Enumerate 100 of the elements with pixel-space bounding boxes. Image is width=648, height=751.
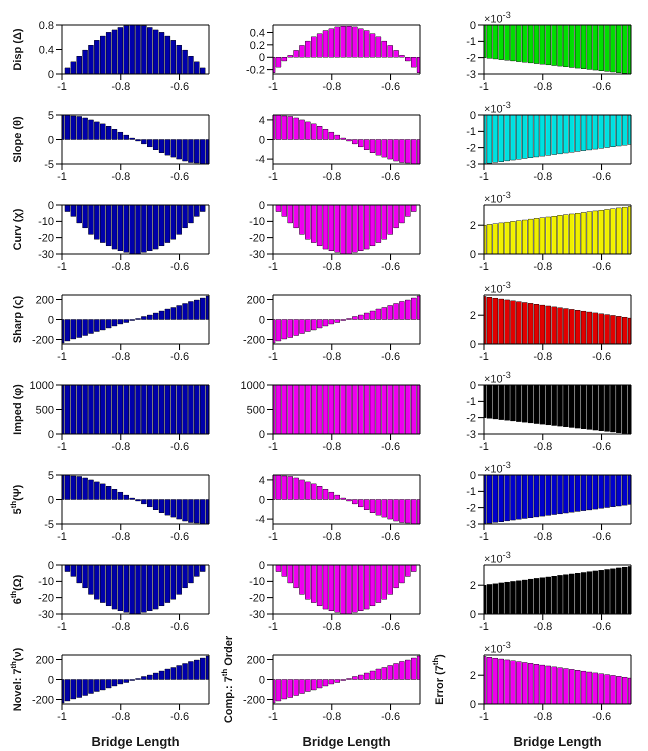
x-tick-label: -0.6 [381, 620, 400, 633]
y-tick-label: 2 [470, 310, 476, 322]
x-tick-label: -0.6 [592, 350, 612, 363]
y-tick-label: 200 [246, 294, 265, 306]
y-tick-label: 200 [36, 294, 54, 306]
x-tick-label: -0.6 [170, 350, 190, 363]
y-tick-label: 0 [258, 674, 265, 686]
y-tick-label: 0 [48, 494, 54, 506]
y-tick-label: 0 [48, 314, 54, 326]
x-tick-label: -1 [57, 440, 67, 453]
x-tick-label: -1 [479, 350, 489, 363]
y-tick-label: -3 [466, 158, 476, 171]
y-tick-label: 0.4 [250, 27, 265, 40]
x-tick-label: -1 [268, 350, 278, 363]
y-tick-label: 0 [48, 134, 54, 146]
y-tick-label: -20 [249, 592, 265, 605]
x-tick-label: -1 [479, 260, 489, 273]
y-tick-label: 0 [470, 248, 476, 261]
x-tick-label: -1 [57, 170, 67, 183]
x-tick-label: -1 [57, 620, 67, 633]
y-tick-label: 5 [48, 110, 54, 122]
y-tick-label: -20 [38, 592, 54, 605]
x-tick-label: -0.6 [592, 80, 612, 93]
y-tick-label: -1 [466, 126, 476, 138]
y-tick-label: 0 [470, 470, 476, 482]
y-tick-label: 0 [470, 698, 476, 711]
x-tick-label: -0.6 [170, 530, 190, 543]
y-tick-label: 0 [258, 428, 265, 441]
y-tick-label: 0 [258, 52, 265, 64]
x-tick-label: -1 [57, 350, 67, 363]
y-tick-label: 0.4 [38, 44, 54, 56]
x-tick-label: -0.6 [592, 530, 612, 543]
y-tick-label: 0 [470, 380, 476, 392]
y-tick-label: 0 [48, 674, 54, 686]
x-tick-label: -1 [268, 620, 278, 633]
y-tick-label: 0 [470, 20, 476, 32]
x-tick-label: -1 [479, 80, 489, 93]
x-tick-label: -1 [57, 260, 67, 273]
x-tick-label: -0.6 [381, 350, 400, 363]
x-tick-label: -1 [268, 530, 278, 543]
x-tick-label: -0.8 [111, 440, 130, 453]
annotation: ×10$^{-3}$ [484, 189, 511, 207]
y-tick-label: -2 [466, 142, 476, 155]
y-tick-label: 0 [258, 200, 265, 212]
x-tick-label: -0.8 [111, 620, 130, 633]
y-tick-label: 0 [258, 314, 265, 326]
x-tick-label: -0.8 [111, 80, 130, 93]
y-tick-label: 0 [470, 608, 476, 621]
annotation: ×10$^{-3}$ [484, 99, 511, 117]
y-tick-label: 0 [48, 560, 54, 572]
y-tick-label: 0.2 [250, 40, 265, 52]
x-tick-label: -0.8 [322, 80, 342, 93]
y-tick-label: 5 [48, 470, 54, 482]
y-tick-label: -20 [38, 232, 54, 245]
y-tick-label: 500 [246, 404, 265, 416]
x-tick-label: -0.6 [170, 710, 190, 723]
x-tick-label: -0.8 [111, 710, 130, 723]
y-tick-label: -30 [249, 248, 265, 261]
y-tick-label: -30 [38, 608, 54, 621]
y-tick-label: 0.8 [38, 20, 54, 32]
annotation: ×10$^{-3}$ [484, 459, 511, 477]
y-tick-label: -4 [255, 154, 265, 166]
y-tick-label: 0 [48, 200, 54, 212]
y-tick-label: -200 [242, 694, 265, 706]
x-tick-label: -1 [268, 710, 278, 723]
x-tick-label: -0.8 [533, 440, 552, 453]
x-tick-label: -1 [479, 620, 489, 633]
y-tick-label: -0.2 [246, 64, 265, 77]
y-tick-label: 200 [246, 654, 265, 666]
y-tick-label: -3 [466, 428, 476, 441]
x-tick-label: -0.6 [381, 530, 400, 543]
y-tick-label: -30 [38, 248, 54, 261]
x-tick-label: -1 [479, 710, 489, 723]
x-tick-label: -0.6 [592, 440, 612, 453]
x-tick-label: -0.8 [111, 260, 130, 273]
x-tick-label: -0.8 [533, 260, 552, 273]
x-tick-label: -1 [268, 80, 278, 93]
x-tick-label: -1 [268, 170, 278, 183]
y-tick-label: 0 [470, 110, 476, 122]
y-tick-label: 200 [36, 654, 54, 666]
y-tick-label: 2 [470, 220, 476, 232]
x-tick-label: -0.8 [533, 170, 552, 183]
x-tick-label: -0.6 [170, 620, 190, 633]
y-tick-label: -10 [249, 576, 265, 588]
x-tick-label: -0.8 [322, 440, 342, 453]
y-tick-label: -1 [466, 486, 476, 498]
x-tick-label: -0.6 [592, 260, 612, 273]
x-tick-label: -1 [57, 80, 67, 93]
x-tick-label: -0.6 [381, 710, 400, 723]
y-tick-label: -2 [466, 52, 476, 65]
x-tick-label: -0.8 [322, 620, 342, 633]
y-tick-label: -3 [466, 68, 476, 81]
x-tick-label: -0.6 [381, 170, 400, 183]
y-tick-label: 0 [48, 68, 54, 81]
y-axis-title: Sharp (ς) [12, 296, 24, 344]
x-tick-label: -0.8 [533, 710, 552, 723]
y-tick-label: -3 [466, 518, 476, 531]
y-axis-title: Imped (φ) [12, 384, 24, 435]
x-tick-label: -0.8 [322, 350, 342, 363]
y-tick-label: -2 [466, 412, 476, 425]
